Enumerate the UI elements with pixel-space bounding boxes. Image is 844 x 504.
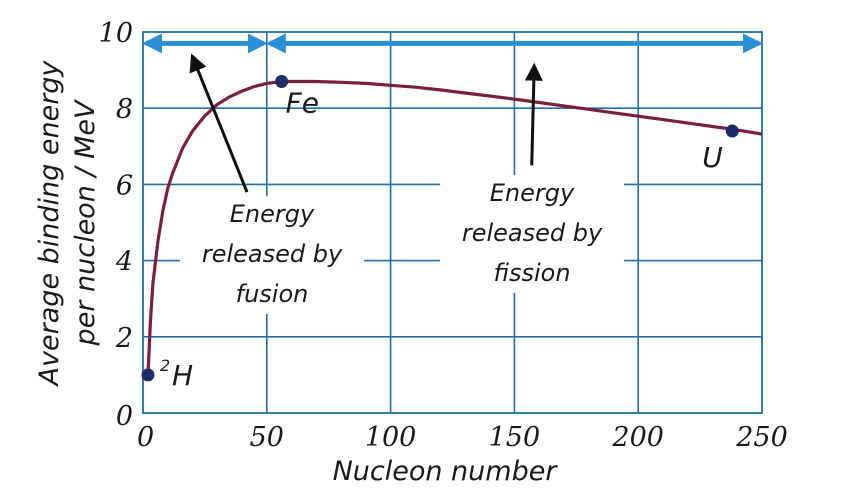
- x-tick-label: 100: [365, 422, 417, 453]
- annotation-arrow-fission: [524, 62, 543, 166]
- data-point-u: [725, 124, 739, 138]
- annotation-text-fusion: released by: [202, 240, 343, 268]
- annotation-bg-fusion: [180, 196, 364, 314]
- point-label-u: U: [702, 141, 723, 174]
- binding-energy-curve: [146, 79, 763, 375]
- annotation-bg-fission: [440, 175, 624, 293]
- x-tick-label: 200: [611, 422, 664, 453]
- y-tick-label: 0: [116, 401, 133, 432]
- annotation-text-fusion: fusion: [236, 280, 309, 308]
- point-label-h: H: [172, 359, 193, 392]
- x-tick-label: 50: [250, 422, 284, 453]
- x-tick-label: 250: [735, 422, 788, 453]
- point-label-fe: Fe: [286, 87, 319, 120]
- y-tick-label: 4: [115, 247, 133, 278]
- data-point-h: [141, 368, 155, 382]
- x-tick-label: 0: [137, 422, 154, 453]
- annotation-text-fission: Energy: [490, 179, 575, 207]
- y-tick-label: 2: [115, 323, 133, 354]
- y-axis-title-line: Average binding energy: [34, 60, 65, 388]
- y-tick-label: 6: [116, 170, 133, 201]
- y-axis-title-line: per nucleon / MeV: [70, 98, 101, 346]
- x-tick-label: 150: [489, 422, 541, 453]
- annotation-text-fusion: Energy: [230, 200, 315, 228]
- x-axis-title: Nucleon number: [333, 456, 559, 487]
- annotation-text-fission: fission: [493, 259, 570, 287]
- y-tick-label: 10: [99, 18, 133, 49]
- annotation-arrow-fusion: [189, 53, 249, 193]
- point-label-superscript: 2: [160, 356, 170, 375]
- y-tick-label: 8: [116, 94, 133, 125]
- plot-frame: [142, 31, 763, 414]
- data-point-fe: [275, 75, 289, 89]
- annotation-text-fission: released by: [462, 219, 603, 247]
